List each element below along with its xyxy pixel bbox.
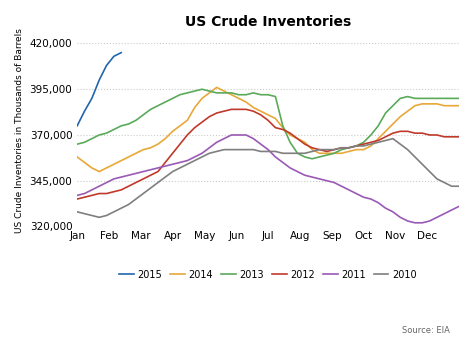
2014 bbox=[310, 148, 315, 152]
2012 bbox=[177, 142, 183, 146]
2011 bbox=[302, 173, 308, 177]
Title: US Crude Inventories: US Crude Inventories bbox=[185, 15, 351, 29]
2011 bbox=[456, 204, 462, 208]
2010 bbox=[331, 148, 337, 152]
2015 bbox=[74, 124, 80, 128]
Line: 2014: 2014 bbox=[77, 88, 459, 172]
2012 bbox=[74, 197, 80, 201]
2010 bbox=[456, 184, 462, 188]
2013 bbox=[199, 87, 205, 91]
2015 bbox=[96, 78, 102, 82]
Y-axis label: US Crude Inventories in Thousands of Barrels: US Crude Inventories in Thousands of Bar… bbox=[15, 28, 24, 233]
Line: 2012: 2012 bbox=[77, 110, 459, 199]
Legend: 2015, 2014, 2013, 2012, 2011, 2010: 2015, 2014, 2013, 2012, 2011, 2010 bbox=[115, 266, 421, 284]
2010 bbox=[302, 151, 308, 155]
2011 bbox=[177, 161, 183, 165]
2015 bbox=[111, 54, 117, 58]
2011 bbox=[331, 180, 337, 185]
2013 bbox=[177, 93, 183, 97]
2010 bbox=[375, 140, 381, 144]
2011 bbox=[412, 221, 418, 225]
2011 bbox=[228, 133, 234, 137]
2010 bbox=[324, 148, 330, 152]
Line: 2010: 2010 bbox=[77, 139, 459, 217]
2010 bbox=[390, 137, 396, 141]
2013 bbox=[310, 157, 315, 161]
Line: 2013: 2013 bbox=[77, 89, 459, 159]
2011 bbox=[310, 175, 315, 179]
2012 bbox=[419, 131, 425, 135]
2015 bbox=[118, 51, 124, 55]
Text: Source: EIA: Source: EIA bbox=[402, 325, 450, 335]
2014 bbox=[338, 151, 344, 155]
2014 bbox=[184, 118, 190, 122]
2012 bbox=[310, 146, 315, 150]
2014 bbox=[383, 129, 388, 134]
2012 bbox=[456, 135, 462, 139]
2010 bbox=[184, 162, 190, 166]
2013 bbox=[456, 96, 462, 100]
2013 bbox=[383, 111, 388, 115]
2012 bbox=[375, 139, 381, 143]
2010 bbox=[74, 210, 80, 214]
2015 bbox=[104, 64, 109, 68]
2013 bbox=[74, 142, 80, 146]
2011 bbox=[375, 201, 381, 205]
2011 bbox=[324, 179, 330, 183]
2013 bbox=[317, 155, 322, 159]
2014 bbox=[214, 86, 219, 90]
2014 bbox=[317, 151, 322, 155]
2015 bbox=[89, 96, 95, 100]
2010 bbox=[96, 215, 102, 219]
2011 bbox=[74, 193, 80, 197]
2012 bbox=[302, 142, 308, 146]
2013 bbox=[331, 151, 337, 155]
Line: 2011: 2011 bbox=[77, 135, 459, 223]
2012 bbox=[228, 107, 234, 112]
2015 bbox=[82, 109, 87, 113]
2014 bbox=[74, 155, 80, 159]
2013 bbox=[302, 155, 308, 159]
2014 bbox=[331, 151, 337, 155]
Line: 2015: 2015 bbox=[77, 53, 121, 126]
2013 bbox=[338, 148, 344, 152]
2014 bbox=[96, 170, 102, 174]
2012 bbox=[324, 149, 330, 153]
2014 bbox=[456, 104, 462, 108]
2010 bbox=[310, 149, 315, 153]
